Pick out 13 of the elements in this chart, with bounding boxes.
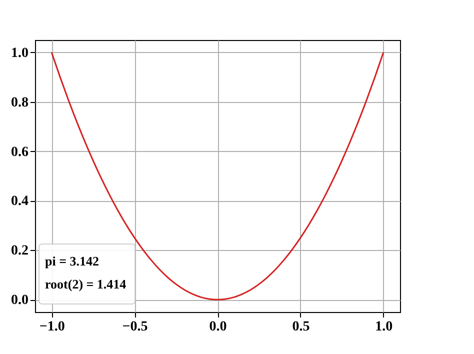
annotation: root(2) = 1.414 bbox=[45, 276, 127, 292]
y-tick-label: 0.6 bbox=[11, 144, 28, 160]
x-tick-label: 1.0 bbox=[375, 320, 393, 334]
x-tick-label: −0.5 bbox=[122, 320, 148, 334]
x-tick-label: 0.0 bbox=[209, 320, 227, 334]
y-tick-label: 0.8 bbox=[11, 95, 28, 110]
y-tick-label: 1.0 bbox=[11, 46, 28, 61]
y-tick-label: 0.4 bbox=[11, 194, 28, 210]
y-tick-label: 0.2 bbox=[11, 244, 28, 259]
x-tick-label: 0.5 bbox=[292, 320, 310, 334]
annotation: pi = 3.142 bbox=[45, 254, 99, 268]
y-tick-label: 0.0 bbox=[11, 293, 28, 308]
x-tick-label: −1.0 bbox=[39, 320, 65, 334]
